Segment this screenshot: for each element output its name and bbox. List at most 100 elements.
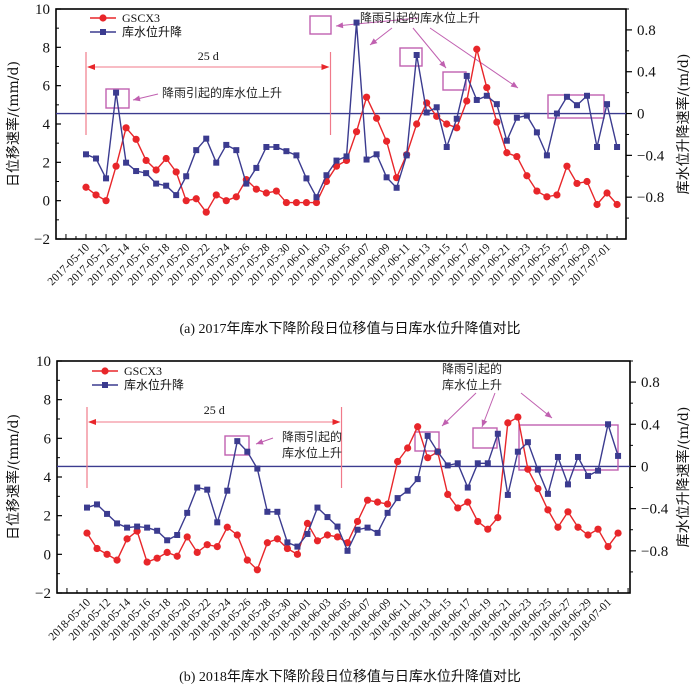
left-tick-label: 4 — [44, 470, 52, 486]
gscx3-point — [564, 508, 572, 516]
reservoir-point — [193, 147, 200, 154]
reservoir-point — [595, 467, 602, 474]
gscx3-point — [584, 531, 592, 539]
reservoir-point — [444, 462, 451, 469]
gscx3-point — [352, 128, 361, 136]
reservoir-point — [334, 523, 341, 530]
reservoir-point — [384, 509, 391, 516]
reservoir-point — [404, 487, 411, 494]
rain-annotation-arrowhead — [370, 38, 378, 45]
reservoir-point — [84, 504, 90, 511]
gscx3-point — [193, 548, 201, 557]
reservoir-point — [104, 510, 111, 517]
gscx3-point — [123, 535, 131, 543]
legend-reservoir-marker — [102, 382, 108, 388]
legend-gscx3-label: GSCX3 — [122, 11, 160, 25]
right-tick-label: 0 — [637, 107, 645, 123]
reservoir-point — [413, 52, 420, 58]
reservoir-point — [363, 156, 370, 163]
reservoir-point — [524, 439, 531, 446]
reservoir-point — [615, 452, 622, 459]
gscx3-point — [523, 172, 531, 180]
gscx3-point — [483, 83, 491, 92]
rain-annotation-arrowhead — [336, 22, 344, 29]
reservoir-point — [434, 448, 441, 455]
gscx3-point — [524, 465, 532, 473]
reservoir-point — [483, 92, 490, 99]
reservoir-point — [273, 144, 280, 150]
reservoir-point — [585, 472, 591, 479]
reservoir-point — [253, 164, 260, 171]
gscx3-point — [183, 533, 191, 541]
rain-annotation-text-line1: 降雨引起的 — [442, 361, 502, 376]
gscx3-point — [293, 550, 302, 558]
gscx3-point — [494, 514, 502, 522]
gscx3-point — [513, 152, 521, 161]
reservoir-point — [224, 487, 231, 494]
gscx3-point — [192, 195, 200, 203]
gscx3-point — [203, 541, 211, 549]
gscx3-point — [142, 156, 150, 165]
reservoir-point — [323, 172, 330, 179]
gscx3-point — [223, 523, 231, 531]
rain-annotation-arrowhead — [133, 95, 141, 102]
gscx3-point — [302, 198, 311, 207]
gscx3-point — [292, 198, 301, 207]
gscx3-point — [473, 45, 481, 53]
reservoir-point — [184, 509, 191, 516]
reservoir-point — [464, 484, 471, 491]
right-tick-label: −0.8 — [637, 190, 664, 206]
gscx3-point — [363, 496, 372, 504]
gscx3-point — [233, 531, 241, 539]
reservoir-point — [534, 466, 541, 473]
reservoir-point — [473, 96, 480, 103]
reservoir-point — [383, 174, 390, 181]
gscx3-point — [152, 166, 160, 174]
gscx3-point — [563, 162, 571, 170]
reservoir-point — [584, 92, 590, 99]
gscx3-point — [263, 539, 271, 547]
reservoir-point — [143, 170, 150, 177]
legend-gscx3-label: GSCX3 — [124, 364, 162, 378]
legend-reservoir-label: 库水位升降 — [124, 377, 184, 392]
gscx3-point — [333, 533, 342, 541]
reservoir-point — [294, 543, 301, 550]
rain-annotation-arrow — [429, 27, 519, 89]
span-arrow-head-right — [321, 64, 330, 70]
panel-2017: −20246810−0.8−0.400.40.82017-05-102017-0… — [5, 2, 692, 337]
gscx3-point — [252, 185, 260, 193]
legend-reservoir-label: 库水位升降 — [122, 24, 182, 39]
gscx3-point — [514, 413, 522, 421]
gscx3-point — [343, 539, 352, 547]
right-axis-title: 库水位升降速率/(m/d) — [675, 407, 692, 548]
reservoir-point — [114, 520, 121, 527]
reservoir-point — [454, 460, 461, 467]
reservoir-point — [163, 182, 170, 189]
reservoir-point — [314, 504, 321, 511]
gscx3-point — [394, 457, 402, 466]
gscx3-point — [474, 517, 482, 526]
gscx3-point — [603, 189, 611, 197]
gscx3-point — [303, 519, 312, 528]
gscx3-point — [243, 556, 251, 564]
legend-reservoir-marker — [100, 29, 106, 35]
gscx3-point — [393, 174, 401, 182]
gscx3-point — [604, 543, 612, 551]
reservoir-point — [563, 93, 570, 100]
gscx3-point — [213, 543, 221, 551]
reservoir-point — [263, 144, 270, 150]
gscx3-point — [594, 525, 602, 533]
reservoir-point — [303, 175, 310, 182]
reservoir-point — [173, 192, 180, 199]
gscx3-point — [312, 198, 321, 207]
rain-annotation-text: 降雨引起的库水位上升 — [162, 85, 282, 100]
reservoir-point — [504, 491, 511, 498]
reservoir-point — [433, 104, 440, 111]
gscx3-point — [163, 548, 171, 557]
reservoir-point — [293, 152, 300, 159]
reservoir-point — [493, 101, 500, 108]
reservoir-point — [463, 72, 470, 79]
reservoir-point — [174, 532, 181, 538]
rain-annotation-arrowhead — [256, 438, 264, 445]
reservoir-point — [83, 151, 89, 158]
